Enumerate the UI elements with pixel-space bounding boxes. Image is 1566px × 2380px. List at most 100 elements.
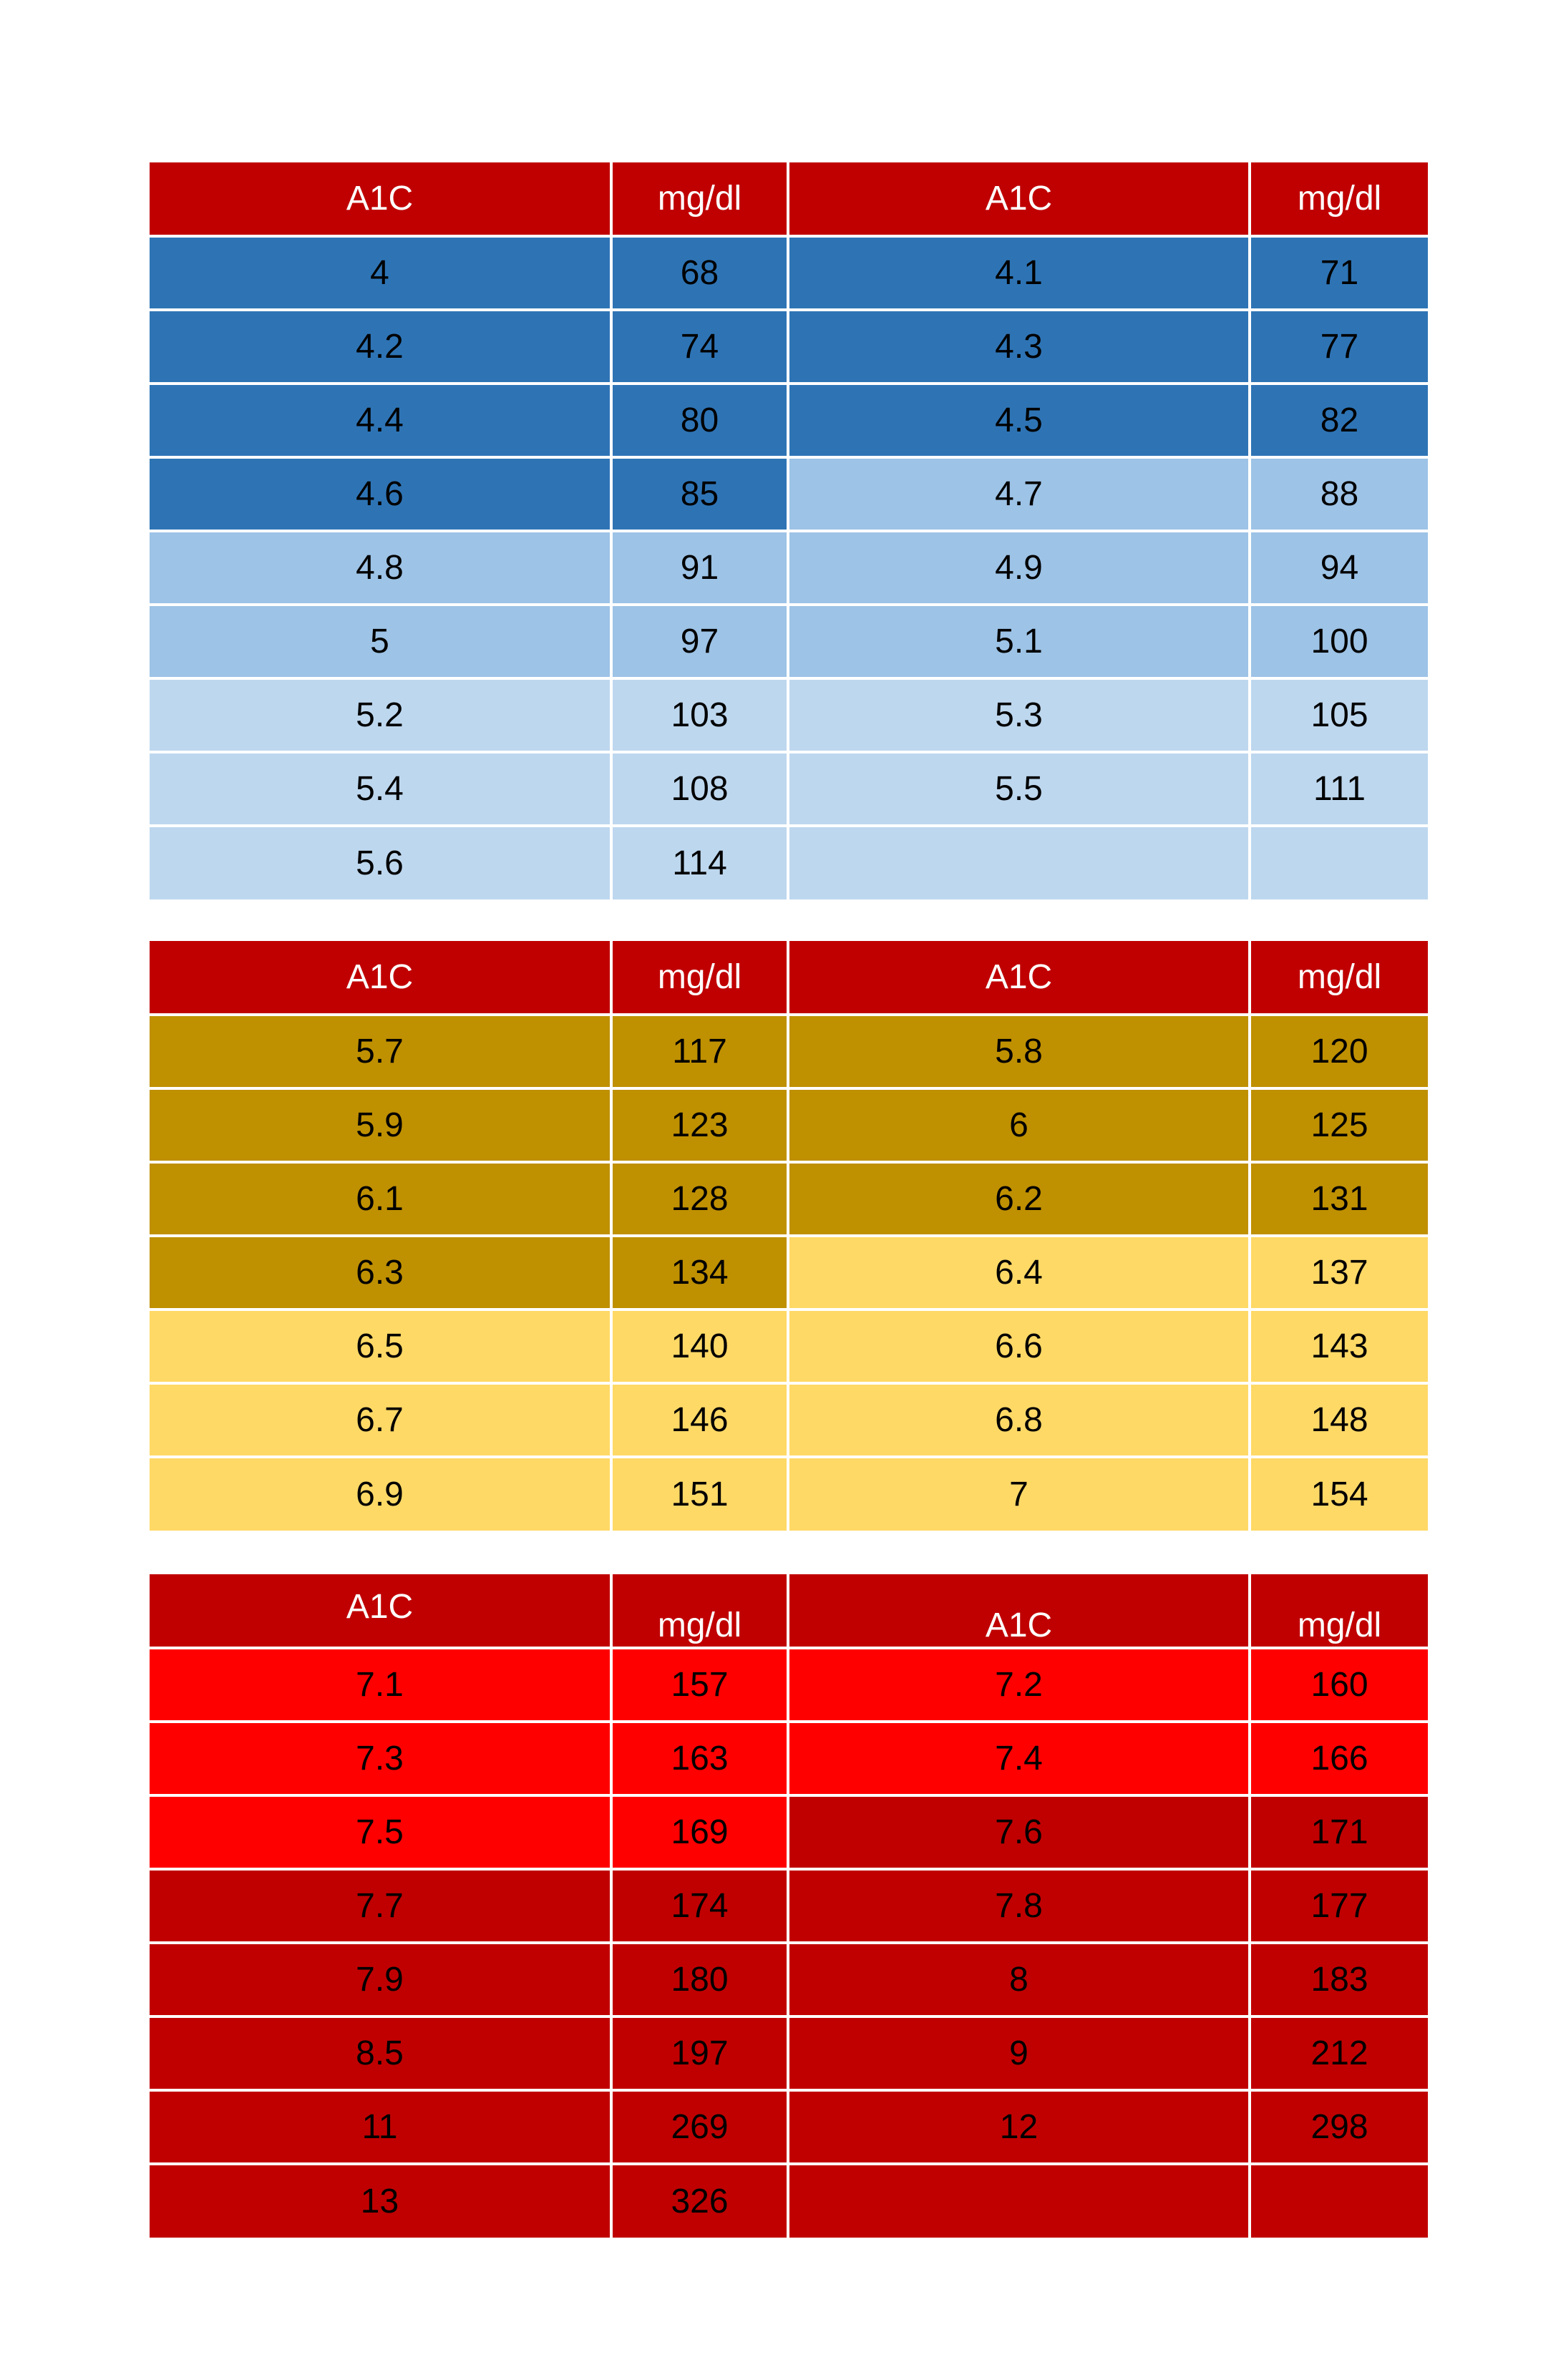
a1c-cell: 6.3: [150, 1236, 613, 1311]
a1c-cell: 6: [788, 1088, 1251, 1164]
a1c-cell: 5: [150, 605, 613, 680]
a1c-cell: 6.8: [788, 1383, 1251, 1458]
a1c-cell: 5.2: [150, 678, 613, 753]
a1c-cell: 4.3: [788, 310, 1251, 385]
header-a1c: A1C: [150, 941, 613, 1016]
mgdl-cell: 100: [1250, 605, 1428, 680]
a1c-cell: 7.2: [788, 1648, 1251, 1723]
a1c-cell: 5.8: [788, 1015, 1251, 1090]
mgdl-cell: 71: [1250, 236, 1428, 311]
mgdl-cell: 151: [611, 1457, 789, 1531]
mgdl-cell: 134: [611, 1236, 789, 1311]
a1c-cell: 6.7: [150, 1383, 613, 1458]
a1c-cell: 7: [788, 1457, 1251, 1531]
mgdl-cell: 143: [1250, 1310, 1428, 1385]
a1c-cell: 4.5: [788, 384, 1251, 459]
mgdl-cell: 183: [1250, 1943, 1428, 2018]
a1c-cell: 4: [150, 236, 613, 311]
table-row: 4.8 91 4.9 94: [150, 531, 1428, 606]
a1c-cell: 6.6: [788, 1310, 1251, 1385]
table-row: 6.9 151 7 154: [150, 1457, 1428, 1531]
mgdl-cell: 74: [611, 310, 789, 385]
header-mgdl: mg/dl: [611, 162, 789, 238]
mgdl-cell: 120: [1250, 1015, 1428, 1090]
a1c-cell: 12: [788, 2090, 1251, 2165]
a1c-cell: 5.9: [150, 1088, 613, 1164]
a1c-cell: 5.5: [788, 752, 1251, 827]
mgdl-cell: 157: [611, 1648, 789, 1723]
mgdl-cell: 105: [1250, 678, 1428, 753]
a1c-cell: 7.9: [150, 1943, 613, 2018]
table-row: 5.9 123 6 125: [150, 1088, 1428, 1164]
mgdl-cell: 103: [611, 678, 789, 753]
table-header-row: A1C mg/dl A1C mg/dl: [150, 1574, 1428, 1649]
a1c-cell: 7.7: [150, 1869, 613, 1944]
table-header-row: A1C mg/dl A1C mg/dl: [150, 941, 1428, 1016]
mgdl-cell: 174: [611, 1869, 789, 1944]
table-row: 7.3 163 7.4 166: [150, 1722, 1428, 1797]
a1c-cell: 7.4: [788, 1722, 1251, 1797]
mgdl-cell: 108: [611, 752, 789, 827]
table-body: 5.7 117 5.8 120 5.9 123 6 125 6.1 128 6.2 131 6.3 134…: [150, 1015, 1428, 1531]
mgdl-cell: [1250, 2164, 1428, 2238]
table-header-row: A1C mg/dl A1C mg/dl: [150, 162, 1428, 238]
table-row: 11 269 12 298: [150, 2090, 1428, 2165]
header-mgdl: mg/dl: [1250, 941, 1428, 1016]
mgdl-cell: 123: [611, 1088, 789, 1164]
a1c-cell: 5.6: [150, 826, 613, 899]
table-row: 8.5 197 9 212: [150, 2016, 1428, 2092]
a1c-cell: 9: [788, 2016, 1251, 2092]
table-row: 5.6 114: [150, 826, 1428, 899]
table-row: 7.9 180 8 183: [150, 1943, 1428, 2018]
mgdl-cell: 169: [611, 1795, 789, 1871]
table-row: 4.4 80 4.5 82: [150, 384, 1428, 459]
table-row: 6.7 146 6.8 148: [150, 1383, 1428, 1458]
mgdl-cell: 80: [611, 384, 789, 459]
a1c-cell: 7.1: [150, 1648, 613, 1723]
table-row: 6.5 140 6.6 143: [150, 1310, 1428, 1385]
mgdl-cell: 197: [611, 2016, 789, 2092]
a1c-cell: 4.4: [150, 384, 613, 459]
a1c-cell: 6.2: [788, 1162, 1251, 1237]
header-a1c: A1C: [788, 162, 1251, 238]
header-mgdl: mg/dl: [611, 1574, 789, 1649]
table-row: 5 97 5.1 100: [150, 605, 1428, 680]
a1c-cell: 7.5: [150, 1795, 613, 1871]
mgdl-cell: 85: [611, 457, 789, 532]
mgdl-cell: 298: [1250, 2090, 1428, 2165]
mgdl-cell: 160: [1250, 1648, 1428, 1723]
mgdl-cell: 177: [1250, 1869, 1428, 1944]
table-body: 4 68 4.1 71 4.2 74 4.3 77 4.4 80 4.5 82 4.6 85 4.7 88 4.…: [150, 236, 1428, 899]
mgdl-cell: 180: [611, 1943, 789, 2018]
header-mgdl: mg/dl: [1250, 1574, 1428, 1649]
a1c-table-normal: A1C mg/dl A1C mg/dl 4 68 4.1 71 4.2 74 4.3 77 4.…: [150, 162, 1428, 899]
a1c-cell: 6.1: [150, 1162, 613, 1237]
mgdl-cell: 111: [1250, 752, 1428, 827]
table-row: 7.1 157 7.2 160: [150, 1648, 1428, 1723]
table-body: 7.1 157 7.2 160 7.3 163 7.4 166 7.5 169 7.6 171 7.7 1…: [150, 1648, 1428, 2238]
a1c-cell: [788, 826, 1251, 899]
mgdl-cell: 137: [1250, 1236, 1428, 1311]
a1c-cell: 7.6: [788, 1795, 1251, 1871]
table-row: 13 326: [150, 2164, 1428, 2238]
mgdl-cell: 125: [1250, 1088, 1428, 1164]
table-row: 4 68 4.1 71: [150, 236, 1428, 311]
mgdl-cell: 146: [611, 1383, 789, 1458]
mgdl-cell: 269: [611, 2090, 789, 2165]
a1c-cell: 4.7: [788, 457, 1251, 532]
a1c-cell: 4.9: [788, 531, 1251, 606]
mgdl-cell: 88: [1250, 457, 1428, 532]
table-row: 5.2 103 5.3 105: [150, 678, 1428, 753]
a1c-cell: 7.8: [788, 1869, 1251, 1944]
a1c-cell: 8.5: [150, 2016, 613, 2092]
a1c-cell: 4.2: [150, 310, 613, 385]
a1c-cell: 5.3: [788, 678, 1251, 753]
a1c-cell: 4.6: [150, 457, 613, 532]
table-row: 6.1 128 6.2 131: [150, 1162, 1428, 1237]
table-row: 4.2 74 4.3 77: [150, 310, 1428, 385]
mgdl-cell: 117: [611, 1015, 789, 1090]
table-row: 7.5 169 7.6 171: [150, 1795, 1428, 1871]
a1c-cell: 5.1: [788, 605, 1251, 680]
mgdl-cell: 94: [1250, 531, 1428, 606]
